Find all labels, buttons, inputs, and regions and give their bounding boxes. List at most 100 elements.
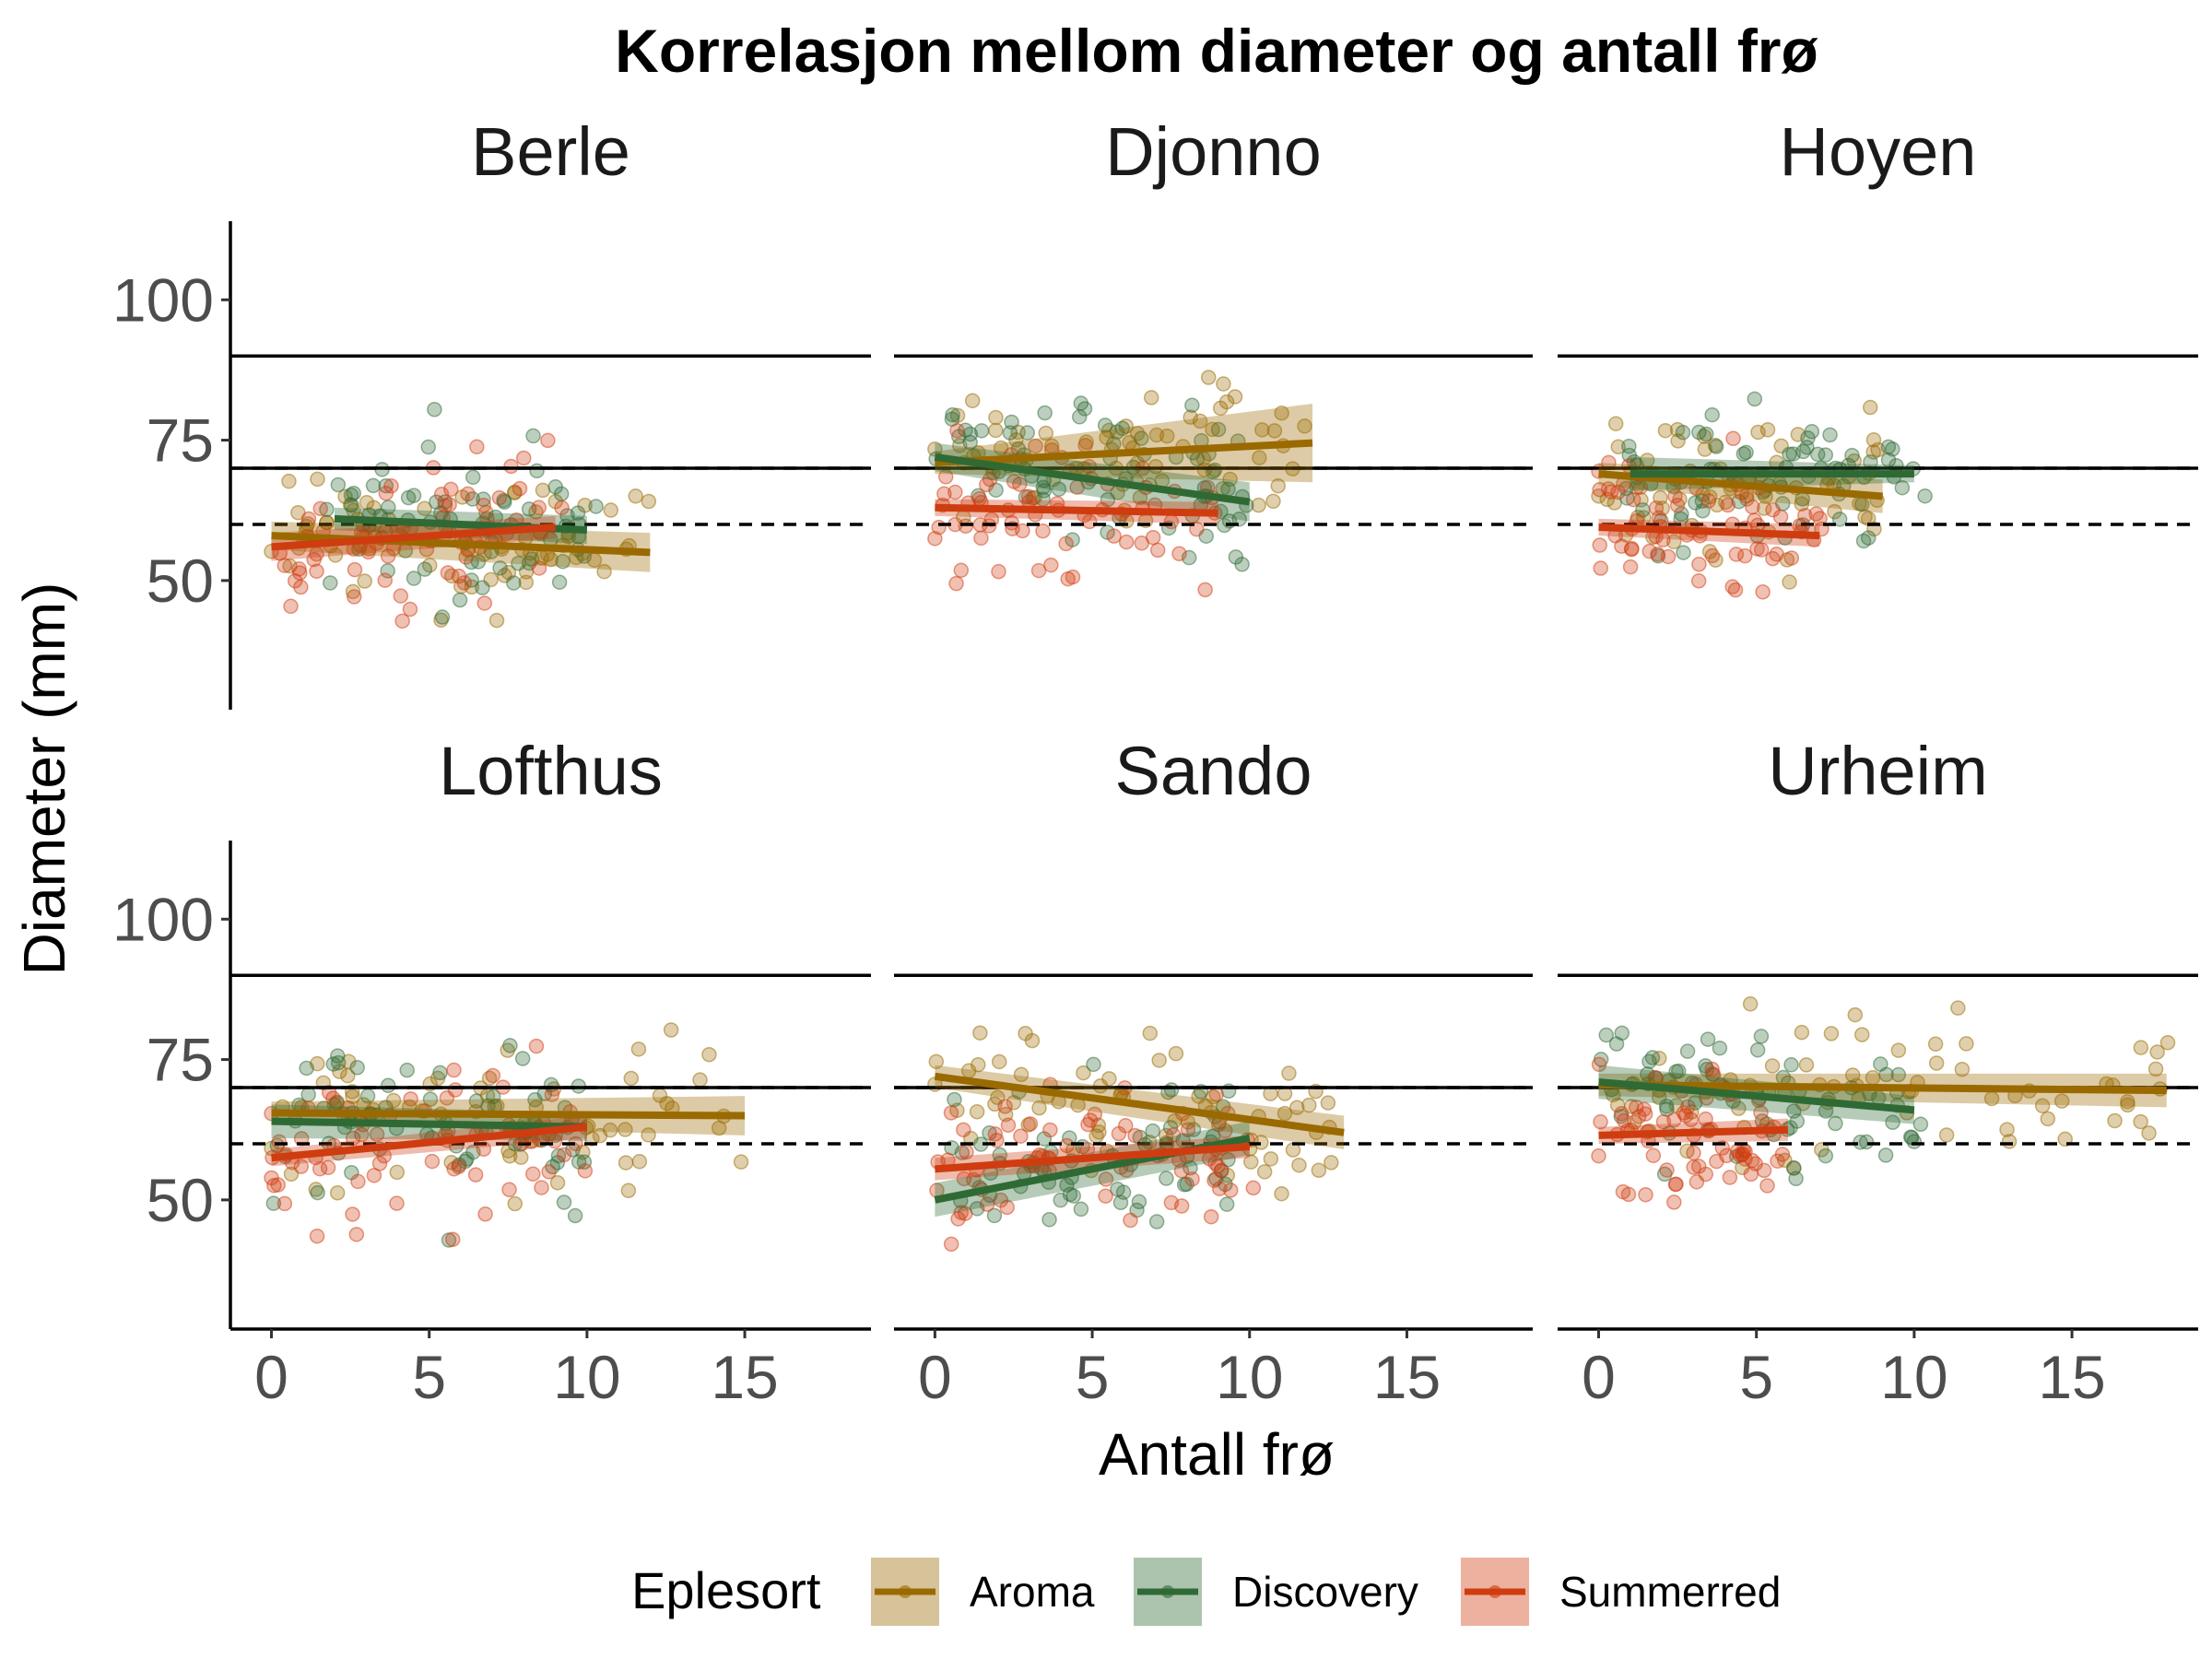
data-point bbox=[1950, 1000, 1966, 1016]
data-point bbox=[1593, 560, 1608, 576]
fit-line-discovery bbox=[934, 453, 1251, 506]
data-point bbox=[733, 1154, 749, 1170]
data-point bbox=[1818, 1147, 1834, 1164]
data-point bbox=[1212, 400, 1229, 417]
data-point bbox=[1698, 426, 1714, 442]
data-point bbox=[347, 561, 363, 578]
fit-line-aroma bbox=[934, 1072, 1345, 1136]
data-point bbox=[1725, 430, 1741, 447]
data-point bbox=[1785, 446, 1801, 462]
data-point bbox=[299, 1060, 314, 1077]
data-point bbox=[1645, 1147, 1662, 1164]
data-point bbox=[1148, 1214, 1165, 1230]
data-point bbox=[527, 1091, 543, 1108]
data-point bbox=[399, 1062, 415, 1078]
data-point bbox=[1755, 583, 1771, 600]
data-point bbox=[365, 477, 382, 494]
data-point bbox=[1608, 1036, 1625, 1052]
data-point bbox=[503, 458, 519, 475]
data-point bbox=[437, 498, 453, 513]
data-point bbox=[1111, 1125, 1127, 1142]
data-point bbox=[1031, 1100, 1047, 1116]
data-point bbox=[1742, 996, 1759, 1012]
data-point bbox=[276, 1195, 293, 1212]
data-point bbox=[420, 439, 437, 455]
data-point bbox=[570, 505, 586, 521]
data-point bbox=[1127, 1127, 1143, 1144]
data-point bbox=[1205, 421, 1220, 438]
data-point bbox=[1782, 446, 1797, 463]
data-point bbox=[2107, 1112, 2123, 1129]
data-point bbox=[1042, 1122, 1058, 1138]
data-point bbox=[293, 1131, 310, 1147]
data-point bbox=[1847, 1006, 1864, 1023]
data-point bbox=[555, 553, 571, 570]
chart-title: Korrelasjon mellom diameter og antall fr… bbox=[615, 17, 1818, 85]
data-point bbox=[1927, 1036, 1944, 1053]
data-point bbox=[1028, 438, 1043, 454]
data-point bbox=[1722, 1170, 1738, 1185]
data-point bbox=[287, 572, 303, 589]
strip-label: Hoyen bbox=[1780, 113, 1977, 190]
data-point bbox=[1109, 424, 1125, 440]
data-point bbox=[2034, 1098, 2051, 1114]
data-point bbox=[1593, 1113, 1608, 1130]
data-point bbox=[380, 548, 396, 564]
data-point bbox=[349, 1060, 365, 1076]
data-point bbox=[377, 572, 394, 588]
data-point bbox=[1200, 370, 1217, 385]
data-point bbox=[969, 1104, 985, 1120]
data-point bbox=[389, 1195, 405, 1211]
data-point bbox=[380, 563, 395, 579]
data-point bbox=[943, 1236, 959, 1253]
data-point bbox=[947, 484, 963, 500]
data-point bbox=[434, 609, 451, 625]
data-point bbox=[1625, 491, 1641, 508]
data-point bbox=[330, 477, 347, 493]
data-point bbox=[1118, 534, 1135, 550]
data-point bbox=[366, 1168, 382, 1183]
data-point bbox=[1080, 1116, 1096, 1133]
data-point bbox=[957, 1206, 973, 1221]
data-point bbox=[467, 1167, 484, 1182]
data-point bbox=[973, 530, 989, 547]
data-point bbox=[1731, 493, 1747, 510]
data-point bbox=[1216, 376, 1231, 392]
data-point bbox=[1013, 1066, 1030, 1083]
data-point bbox=[476, 491, 491, 507]
data-point bbox=[1666, 1112, 1682, 1128]
data-point bbox=[506, 575, 522, 591]
data-point bbox=[958, 518, 974, 534]
x-tick-label: 0 bbox=[918, 1343, 952, 1411]
data-point bbox=[1690, 573, 1707, 589]
data-point bbox=[518, 574, 535, 591]
fit-line-aroma bbox=[935, 439, 1313, 466]
y-axis-title: Diameter (mm) bbox=[11, 582, 77, 976]
data-point bbox=[1065, 1188, 1081, 1204]
data-point bbox=[1184, 1171, 1200, 1187]
data-point bbox=[692, 1072, 708, 1088]
data-point bbox=[1670, 433, 1686, 449]
data-point bbox=[603, 502, 619, 518]
data-point bbox=[949, 422, 965, 439]
data-point bbox=[1610, 439, 1627, 455]
legend-label: Discovery bbox=[1232, 1568, 1418, 1616]
data-point bbox=[1818, 447, 1834, 463]
data-point bbox=[1043, 438, 1060, 454]
data-point bbox=[937, 469, 954, 485]
x-tick-label: 15 bbox=[1373, 1343, 1441, 1411]
data-point bbox=[1764, 1058, 1781, 1074]
data-point bbox=[1698, 1111, 1713, 1127]
fit-line-summerred bbox=[935, 1143, 1251, 1173]
data-point bbox=[283, 598, 299, 615]
data-point bbox=[1698, 1166, 1714, 1182]
data-point bbox=[1756, 1162, 1772, 1179]
data-point bbox=[468, 1093, 485, 1109]
data-point bbox=[402, 601, 418, 618]
data-point bbox=[293, 1159, 310, 1174]
data-point bbox=[511, 555, 526, 571]
data-point bbox=[1106, 528, 1122, 544]
data-point bbox=[1705, 1067, 1722, 1083]
data-point bbox=[1035, 523, 1051, 539]
data-point bbox=[329, 1184, 346, 1201]
